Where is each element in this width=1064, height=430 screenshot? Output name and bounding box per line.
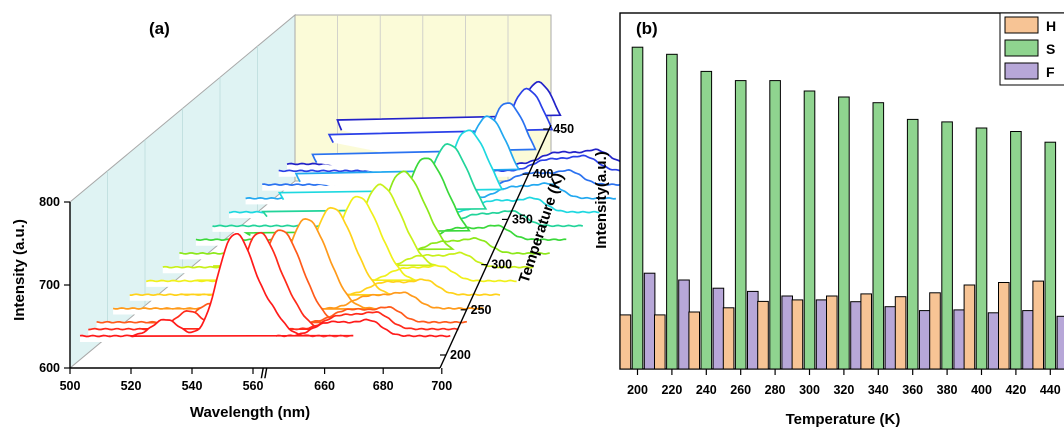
- bar-h-440: [1032, 280, 1045, 370]
- legend-swatch-f: [1004, 62, 1039, 80]
- bar-s-440: [1044, 141, 1057, 370]
- bar-s-380: [941, 121, 953, 370]
- legend-swatch-h: [1004, 16, 1039, 34]
- x-tick-label: 500: [60, 379, 81, 393]
- x-tick-label: 300: [799, 383, 820, 397]
- y-tick-label: 700: [39, 278, 60, 292]
- x-tick-label: 520: [121, 379, 142, 393]
- x-tick-label: 200: [627, 383, 648, 397]
- bar-h-260: [722, 307, 735, 370]
- y-tick-label: 800: [39, 195, 60, 209]
- bar-f-340: [884, 306, 897, 370]
- x-tick-label: 280: [765, 383, 786, 397]
- bar-f-360: [919, 310, 931, 370]
- bar-s-200: [631, 46, 644, 370]
- chart-b-x-axis-title: Temperature (K): [786, 411, 901, 428]
- bar-f-200: [643, 272, 656, 370]
- chart-b-legend: H S F: [999, 12, 1064, 86]
- x-tick-label: 380: [937, 383, 958, 397]
- x-tick-label: 340: [868, 383, 889, 397]
- x-tick-label: 320: [833, 383, 854, 397]
- x-tick-label: 400: [971, 383, 992, 397]
- bar-s-220: [666, 53, 678, 370]
- bar-h-240: [688, 311, 701, 370]
- z-tick-label: 250: [471, 303, 492, 317]
- legend-label-f: F: [1046, 64, 1055, 80]
- x-tick-label: 440: [1040, 383, 1061, 397]
- x-tick-label: 360: [902, 383, 923, 397]
- bar-s-340: [872, 102, 885, 370]
- chart-a-panel-label: (a): [149, 19, 170, 38]
- x-axis-break: //: [261, 367, 268, 381]
- bar-f-320: [850, 301, 862, 370]
- legend-label-s: S: [1046, 41, 1055, 57]
- bar-h-400: [963, 284, 976, 370]
- chart-b-panel-label: (b): [636, 19, 658, 38]
- z-axis-line: [439, 124, 552, 369]
- chart-a-x-axis-title: Wavelength (nm): [190, 404, 310, 421]
- chart-a-traces: [79, 80, 658, 342]
- bar-s-280: [769, 80, 781, 370]
- bar-s-360: [906, 118, 919, 370]
- trace-mask-210: [88, 232, 459, 336]
- bar-h-280: [757, 300, 769, 370]
- trace-mask-380: [229, 130, 600, 219]
- trace-mask-400: [245, 116, 616, 205]
- trace-200k: [79, 232, 451, 338]
- trace-mask-200: [80, 233, 451, 342]
- chart-a-axes: 600 700 800 500 520 540 560 660 680 700 // 200 250 30…: [39, 122, 574, 393]
- x-tick-label: 660: [314, 379, 335, 393]
- bar-f-400: [987, 312, 1000, 370]
- chart-b-axes: 200 220 240 260 280 300 320 340 360 380 400 420 440: [627, 369, 1061, 397]
- bar-f-220: [678, 279, 690, 370]
- bar-h-320: [826, 295, 838, 370]
- bar-f-420: [1022, 310, 1034, 370]
- bar-h-340: [860, 293, 873, 370]
- chart-b-bars: [619, 46, 1064, 370]
- legend-swatch-s: [1004, 39, 1039, 57]
- chart-b: 200 220 240 260 280 300 320 340 360 380 400 420 440 …: [593, 12, 1064, 428]
- bar-h-420: [998, 282, 1010, 370]
- z-tick-label: 400: [533, 167, 554, 181]
- bar-s-420: [1010, 131, 1022, 370]
- bar-s-260: [734, 80, 747, 370]
- chart-b-y-axis-title: Intensity(a.u.): [593, 151, 610, 249]
- z-tick-label: 350: [512, 212, 533, 226]
- bar-f-260: [747, 290, 759, 370]
- x-tick-label: 680: [373, 379, 394, 393]
- bar-h-380: [929, 292, 941, 370]
- bar-f-440: [1056, 315, 1064, 370]
- y-tick-label: 600: [39, 361, 60, 375]
- x-tick-label: 560: [243, 379, 264, 393]
- bar-s-400: [975, 127, 988, 370]
- x-tick-label: 240: [696, 383, 717, 397]
- bar-s-240: [700, 70, 713, 370]
- trace-mask-450: [287, 81, 658, 170]
- bar-f-240: [712, 287, 725, 370]
- x-tick-label: 420: [1005, 383, 1026, 397]
- z-tick-label: 450: [553, 122, 574, 136]
- z-tick-label: 300: [491, 258, 512, 272]
- x-tick-label: 260: [730, 383, 751, 397]
- chart-a: 600 700 800 500 520 540 560 660 680 700 // 200 250 30…: [11, 13, 658, 421]
- bar-s-300: [803, 90, 816, 370]
- bar-h-220: [654, 314, 666, 370]
- legend-label-h: H: [1046, 18, 1056, 34]
- x-tick-label: 540: [182, 379, 203, 393]
- x-tick-label: 220: [661, 383, 682, 397]
- bar-s-320: [838, 96, 850, 370]
- bar-h-300: [791, 299, 804, 370]
- bar-h-360: [894, 296, 907, 370]
- x-tick-label: 700: [431, 379, 452, 393]
- bar-f-380: [953, 309, 966, 370]
- chart-a-y-axis-title: Intensity (a.u.): [11, 219, 28, 321]
- z-tick-label: 200: [450, 348, 471, 362]
- bar-h-200: [619, 314, 632, 370]
- bar-f-280: [781, 295, 794, 370]
- bar-f-300: [815, 299, 828, 370]
